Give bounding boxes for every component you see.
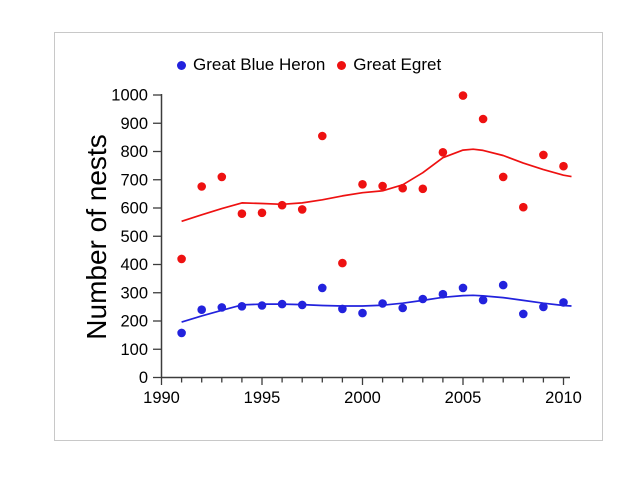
legend: Great Blue Heron Great Egret	[177, 55, 441, 75]
data-point-great-blue-heron	[438, 289, 448, 299]
data-point-great-egret	[418, 184, 428, 194]
legend-label-great-egret: Great Egret	[353, 55, 442, 74]
chart-panel	[54, 32, 603, 441]
data-point-great-egret	[197, 182, 206, 191]
data-point-great-egret	[559, 161, 568, 171]
data-point-great-egret	[519, 202, 528, 212]
y-tick-label: 300	[120, 284, 148, 302]
trend-line-great-blue-heron	[181, 294, 572, 323]
data-point-great-blue-heron	[237, 302, 247, 311]
y-tick-label: 500	[120, 228, 148, 246]
data-point-great-egret	[358, 180, 367, 189]
data-point-great-egret	[237, 209, 247, 218]
data-point-great-blue-heron	[297, 300, 307, 310]
data-point-great-egret	[438, 148, 448, 157]
x-tick-label: 2010	[545, 389, 582, 407]
data-point-great-blue-heron	[277, 299, 287, 309]
data-point-great-egret	[217, 172, 227, 182]
data-point-great-egret	[539, 150, 548, 160]
data-point-great-blue-heron	[398, 303, 408, 313]
data-point-great-blue-heron	[358, 308, 367, 318]
legend-marker-blue-dot-icon	[177, 60, 186, 70]
data-point-great-blue-heron	[418, 294, 428, 304]
data-point-great-blue-heron	[519, 309, 528, 319]
data-point-great-blue-heron	[539, 302, 548, 312]
data-point-great-blue-heron	[177, 328, 186, 338]
y-tick-label: 100	[120, 341, 148, 359]
data-point-great-egret	[257, 208, 267, 218]
legend-item-great-blue-heron: Great Blue Heron	[177, 55, 325, 75]
data-point-great-blue-heron	[458, 283, 468, 293]
data-point-great-egret	[498, 172, 508, 182]
data-point-great-egret	[478, 114, 488, 124]
y-tick-label: 800	[120, 143, 148, 161]
x-tick-label: 1990	[143, 389, 180, 407]
data-point-great-egret	[378, 181, 387, 191]
y-axis-title: Number of nests	[81, 134, 112, 340]
data-point-great-egret	[297, 205, 307, 214]
data-point-great-blue-heron	[197, 305, 206, 315]
data-point-great-egret	[338, 258, 347, 268]
data-point-great-egret	[177, 254, 186, 264]
y-tick-label: 400	[120, 256, 148, 274]
data-point-great-blue-heron	[478, 295, 488, 305]
data-point-great-egret	[318, 131, 327, 141]
y-tick-label: 600	[120, 200, 148, 218]
x-tick-label: 2000	[344, 389, 381, 407]
y-tick-label: 900	[120, 115, 148, 133]
y-tick-label: 1000	[111, 87, 148, 105]
legend-label-great-blue-heron: Great Blue Heron	[193, 55, 326, 74]
legend-marker-red-dot-icon	[337, 60, 347, 70]
data-point-great-blue-heron	[217, 303, 227, 312]
data-point-great-blue-heron	[338, 304, 347, 314]
data-point-great-blue-heron	[378, 299, 387, 308]
data-point-great-egret	[398, 183, 408, 193]
data-point-great-egret	[277, 200, 287, 210]
data-point-great-blue-heron	[498, 280, 508, 290]
y-tick-label: 700	[120, 171, 148, 189]
data-point-great-blue-heron	[257, 301, 267, 310]
legend-item-great-egret: Great Egret	[337, 55, 441, 75]
y-tick-label: 0	[139, 369, 148, 387]
data-point-great-blue-heron	[318, 283, 327, 293]
x-tick-label: 1995	[244, 389, 281, 407]
data-point-great-blue-heron	[559, 298, 568, 307]
y-tick-label: 200	[120, 313, 148, 331]
trend-line-great-egret	[181, 148, 572, 223]
data-point-great-egret	[458, 91, 468, 100]
x-tick-label: 2005	[445, 389, 482, 407]
